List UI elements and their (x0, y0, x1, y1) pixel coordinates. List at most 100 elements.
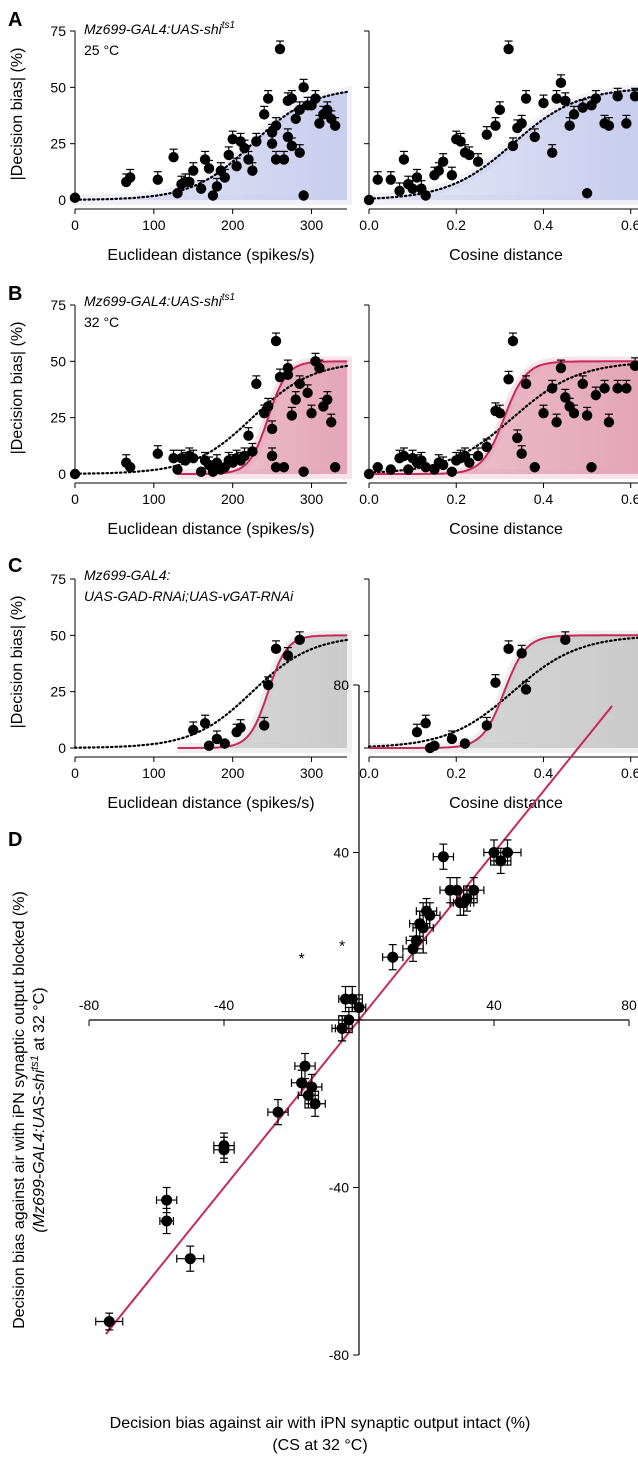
data-point (603, 416, 615, 428)
solid-fit-curve (369, 360, 638, 475)
data-point (387, 951, 399, 963)
data-point (520, 93, 532, 104)
panel-d-ylabel-line2-post: at 32 °C) (31, 987, 48, 1055)
panel-a-euclidean-plot: 0 25 50 75 0 100 200 300 Euclidean distance (spi… (50, 23, 352, 264)
data-point (310, 93, 321, 104)
data-point (472, 156, 484, 167)
data-point (172, 188, 183, 199)
x-tick-label: 0.2 (447, 217, 467, 233)
data-point (629, 91, 638, 102)
x-tick-label: 0.6 (621, 765, 638, 781)
x-tick-label: 100 (142, 217, 166, 233)
data-point (251, 378, 262, 390)
data-point (278, 154, 290, 165)
shaded-region (177, 635, 347, 748)
temperature-b: 32 °C (84, 314, 119, 330)
y-tick-label: 25 (50, 136, 66, 152)
panel-letter-a: A (8, 9, 22, 31)
data-point (259, 109, 270, 120)
data-point (353, 1001, 365, 1013)
y-tick-label: 75 (50, 23, 66, 39)
data-point (590, 93, 602, 104)
data-point (266, 450, 278, 462)
data-point (286, 140, 298, 152)
data-point (568, 407, 580, 419)
data-point (239, 142, 250, 154)
panel-d-ylabel-line2: (Mz699-GAL4:UAS-shits1 at 32 °C) (29, 987, 48, 1232)
data-point (286, 410, 298, 421)
data-point (495, 855, 507, 867)
panel-d-xlabel-line1: Decision bias against air with iPN synap… (110, 1415, 531, 1432)
x-tick-label: 0.0 (359, 765, 379, 781)
data-point (243, 154, 254, 165)
data-point (529, 131, 540, 143)
data-point (503, 643, 514, 655)
data-point (494, 104, 506, 116)
x-tick-label: 300 (300, 217, 324, 233)
dotted-fit-curve (367, 88, 638, 200)
data-point (203, 163, 215, 174)
significance-asterisk: * (339, 939, 345, 956)
data-point (516, 118, 527, 129)
data-point (247, 165, 258, 176)
data-point (503, 374, 514, 385)
data-point (219, 738, 230, 749)
x-tick-label: 0 (71, 765, 79, 781)
data-point (270, 120, 282, 131)
data-point (564, 120, 575, 131)
data-point (490, 677, 501, 688)
x-tick-label: 0.6 (621, 491, 638, 507)
genotype-b-name: Mz699-GAL4:UAS-shi (84, 293, 223, 309)
data-point (211, 733, 223, 745)
x-tick-label: -40 (214, 997, 234, 1013)
data-point (152, 174, 163, 185)
y-tick-label: 80 (333, 677, 349, 693)
y-tick-label: -40 (329, 1180, 349, 1196)
data-point (302, 387, 313, 399)
data-point (243, 430, 254, 441)
data-point (322, 394, 333, 405)
data-point (516, 648, 527, 659)
data-point (433, 165, 444, 176)
data-point (581, 188, 593, 199)
data-point (235, 722, 246, 733)
data-point (207, 190, 219, 201)
data-point (247, 446, 258, 457)
data-point (398, 154, 410, 165)
shaded-region (75, 91, 347, 200)
y-tick-label: 50 (50, 627, 66, 643)
x-tick-label: 0.2 (447, 491, 467, 507)
data-point (577, 102, 588, 113)
genotype-a-sup: ts1 (222, 20, 235, 31)
data-point (481, 129, 492, 140)
data-point (188, 453, 199, 464)
data-point (231, 161, 242, 172)
data-point (407, 943, 419, 955)
data-point (195, 466, 207, 477)
data-point (551, 93, 562, 104)
shaded-region (369, 361, 638, 474)
data-point (429, 740, 440, 751)
y-tick-label: 25 (50, 410, 66, 426)
data-point (188, 724, 199, 736)
panel-d-ylabel-line2-sup: ts1 (29, 1055, 41, 1070)
data-point (516, 448, 527, 459)
data-point (168, 453, 179, 464)
panel-d-xlabel-line2: (CS at 32 °C) (272, 1437, 367, 1454)
data-point (372, 174, 383, 185)
data-point (282, 369, 294, 381)
x-tick-label: 0.4 (534, 765, 554, 781)
data-point (262, 401, 274, 412)
panel-b-cosine-plot: 0.0 0.2 0.4 0.6 Cosine distance (359, 304, 638, 538)
x-tick-label: -80 (79, 997, 99, 1013)
data-point (461, 893, 473, 905)
data-point (299, 1060, 311, 1072)
data-point (227, 133, 238, 145)
data-point (195, 183, 207, 194)
data-point (520, 684, 532, 695)
data-point (294, 104, 305, 116)
data-point (407, 183, 418, 194)
data-point (502, 847, 513, 858)
x-tick-label: 40 (486, 997, 502, 1013)
data-point (424, 909, 436, 921)
